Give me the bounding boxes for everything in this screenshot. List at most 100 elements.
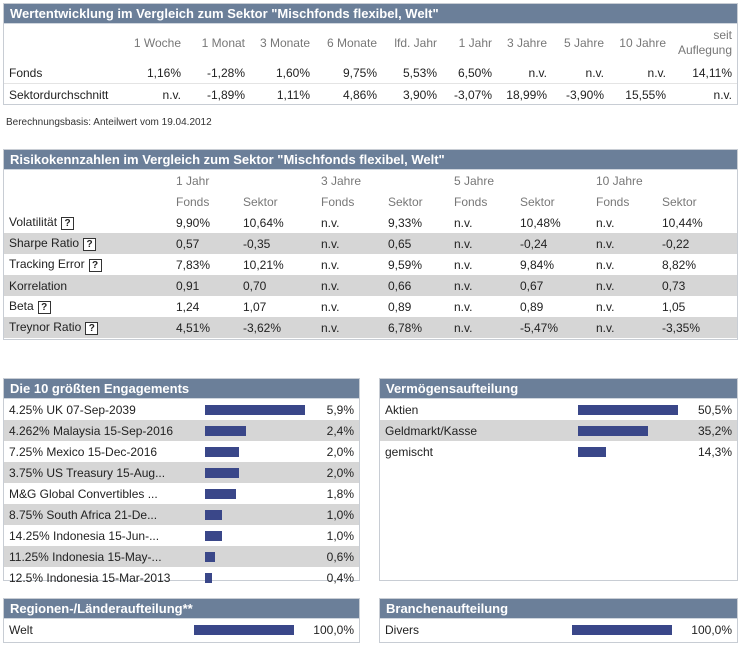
risk-label-cell: Treynor Ratio? [4, 317, 171, 338]
risk-value: n.v. [454, 215, 473, 230]
allocation-row: 7.25% Mexico 15-Dec-2016 2,0% [4, 441, 359, 462]
risk-value: -0,22 [657, 233, 737, 254]
risk-label: Sharpe Ratio [9, 236, 80, 251]
col-header: 3 Jahre [506, 36, 547, 50]
allocation-bar [193, 625, 294, 636]
risk-value: 0,66 [383, 275, 449, 296]
allocation-name: 4.25% UK 07-Sep-2039 [9, 402, 136, 417]
allocation-row: 3.75% US Treasury 15-Aug... 2,0% [4, 462, 359, 483]
allocation-bar [578, 447, 607, 458]
performance-value: n.v. [124, 83, 186, 105]
col-header-since-2: Auflegung [677, 43, 732, 57]
performance-value: 6,50% [457, 65, 492, 80]
performance-row: Sektordurchschnitt n.v. -1,89% 1,11% 4,86% 3,… [4, 83, 737, 105]
risk-value: 10,21% [243, 257, 284, 272]
performance-value: -1,89% [186, 83, 250, 105]
risk-row: Korrelation 0,91 0,70 n.v. 0,66 n.v. 0,67 n.v. 0… [4, 275, 737, 296]
help-icon[interactable]: ? [85, 321, 99, 335]
performance-value: n.v. [528, 65, 547, 80]
help-icon[interactable]: ? [88, 258, 102, 272]
risk-row: Tracking Error? 7,83% 10,21% n.v. 9,59% n.v. 9… [4, 254, 737, 275]
risk-value: 10,44% [662, 215, 703, 230]
risk-value: 0,91 [171, 275, 238, 296]
allocation-name: gemischt [385, 444, 434, 459]
allocation-name: 8.75% South Africa 21-De... [4, 504, 200, 525]
performance-value: 4,86% [315, 83, 382, 105]
allocation-bar-cell [200, 462, 320, 483]
allocation-bar-cell [200, 420, 320, 441]
risk-value: 0,89 [520, 299, 544, 314]
col-header: 5 Jahre [563, 36, 604, 50]
allocation-bar [571, 625, 672, 636]
help-icon[interactable]: ? [83, 237, 97, 251]
top10-table: 4.25% UK 07-Sep-2039 5,9% 4.262% Malaysia … [4, 399, 359, 588]
regions-table: Welt 100,0% [4, 619, 359, 640]
allocation-bar-cell [200, 525, 320, 546]
sub-label: Fonds [454, 194, 488, 209]
performance-title: Wertentwicklung im Vergleich zum Sektor … [4, 4, 737, 24]
allocation-bar [205, 447, 239, 458]
performance-value: -3,90% [552, 83, 609, 105]
performance-value: n.v. [671, 83, 737, 105]
risk-value: n.v. [321, 299, 340, 314]
period-label: 10 Jahre [596, 173, 643, 188]
assets-panel: Vermögensaufteilung Aktien 50,5% Geldmarkt… [379, 378, 738, 581]
risk-table: 1 Jahr 3 Jahre 5 Jahre 10 Jahre Fonds Se… [4, 170, 737, 338]
allocation-value: 5,9% [326, 402, 354, 417]
risk-label-cell: Korrelation [4, 275, 171, 296]
allocation-value: 14,3% [697, 444, 732, 459]
risk-value: n.v. [449, 275, 515, 296]
allocation-row: M&G Global Convertibles ... 1,8% [4, 483, 359, 504]
risk-value: n.v. [596, 257, 615, 272]
risk-value: -0,35 [238, 233, 316, 254]
period-label: 1 Jahr [176, 173, 210, 188]
risk-row: Volatilität? 9,90% 10,64% n.v. 9,33% n.v. 10,4… [4, 212, 737, 233]
risk-value: 7,83% [176, 257, 211, 272]
allocation-value: 1,0% [326, 528, 354, 543]
col-header-since: seit Auflegung [671, 24, 737, 62]
allocation-bar-cell [573, 399, 693, 420]
risk-value: 6,78% [383, 317, 449, 338]
risk-value: 0,67 [515, 275, 591, 296]
col-header: 10 Jahre [619, 36, 666, 50]
allocation-name: 3.75% US Treasury 15-Aug... [4, 462, 200, 483]
allocation-name: Divers [385, 622, 420, 637]
allocation-bar-cell [200, 546, 320, 567]
period-label: 3 Jahre [321, 173, 362, 188]
risk-value: n.v. [316, 317, 383, 338]
allocation-value: 2,0% [326, 444, 354, 459]
allocation-value: 1,8% [326, 486, 354, 501]
allocation-bar [205, 573, 212, 584]
allocation-name: Aktien [385, 402, 419, 417]
sub-label: Sektor [388, 194, 423, 209]
risk-value: 1,05 [662, 299, 686, 314]
help-icon[interactable]: ? [61, 216, 75, 230]
allocation-name: M&G Global Convertibles ... [9, 486, 158, 501]
top10-title: Die 10 größten Engagements [4, 379, 359, 399]
row-label: Fonds [9, 65, 43, 80]
risk-label-cell: Tracking Error? [4, 254, 171, 275]
allocation-row: 12.5% Indonesia 15-Mar-2013 0,4% [4, 567, 359, 588]
allocation-row: Aktien 50,5% [380, 399, 737, 420]
assets-table: Aktien 50,5% Geldmarkt/Kasse 35,2% gemischt 1… [380, 399, 737, 462]
risk-value: n.v. [316, 233, 383, 254]
sub-label: Sektor [520, 194, 555, 209]
risk-value: n.v. [449, 233, 515, 254]
help-icon[interactable]: ? [37, 300, 51, 314]
performance-value: 9,75% [342, 65, 377, 80]
allocation-row: 8.75% South Africa 21-De... 1,0% [4, 504, 359, 525]
performance-value: 1,60% [275, 65, 310, 80]
sectors-table: Divers 100,0% [380, 619, 737, 640]
sectors-panel: Branchenaufteilung Divers 100,0% [379, 598, 738, 643]
allocation-bar [578, 405, 679, 416]
allocation-bar [205, 531, 222, 542]
col-header: 1 Monat [201, 36, 245, 50]
risk-label: Korrelation [9, 278, 68, 293]
sub-label: Fonds [176, 194, 210, 209]
allocation-value: 50,5% [697, 402, 732, 417]
allocation-value: 100,0% [313, 622, 354, 637]
allocation-bar-cell [567, 619, 686, 640]
risk-value: n.v. [591, 233, 657, 254]
allocation-name: 11.25% Indonesia 15-May-... [4, 546, 200, 567]
col-header: 1 Jahr [458, 36, 492, 50]
